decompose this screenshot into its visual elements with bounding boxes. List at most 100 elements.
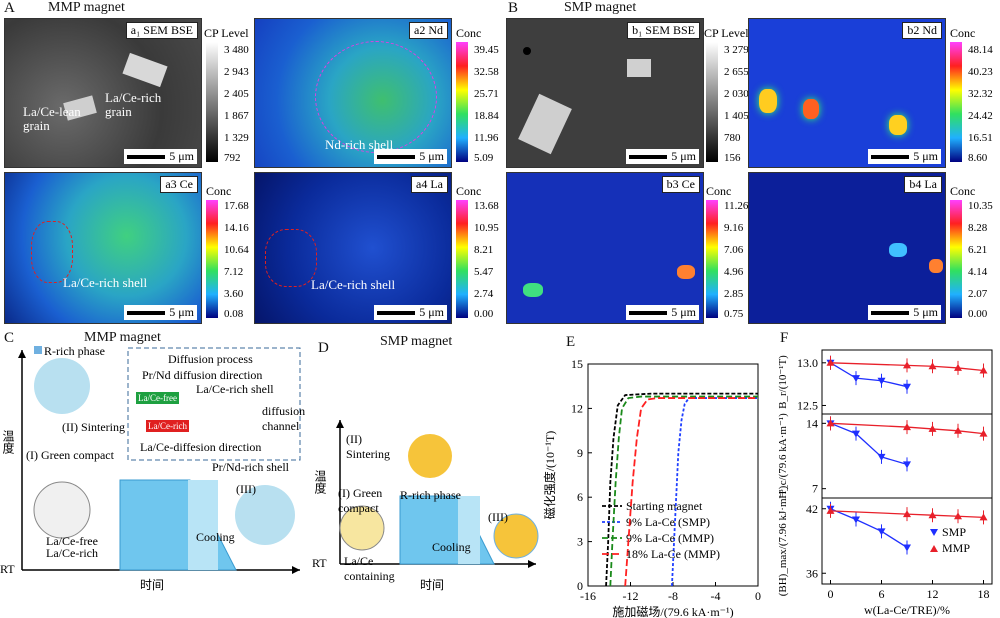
map-a1-cb-title: CP Level (204, 26, 249, 40)
map-a4-tag: a4 La (411, 176, 448, 193)
map-b4-colorbar (950, 200, 962, 318)
d-xlabel: 时间 (420, 578, 445, 592)
chart-e-legend-label: 9% La-Ce (SMP) (626, 515, 710, 529)
chart-f-legend-swatch (930, 529, 938, 536)
map-b1-scalebar: 5 μm (626, 149, 699, 164)
d-stage1: (I) Green compact (338, 486, 383, 515)
map-b4-la: b4 La 5 μm (748, 172, 946, 324)
chart-f-smp-point (852, 516, 860, 524)
chart-e-xtick-label: -16 (580, 589, 596, 603)
chart-e-xtick-label: -4 (711, 589, 721, 603)
map-a4-colorbar (456, 200, 468, 318)
map-a1-colorbar (206, 42, 218, 162)
chart-f-mmp-point (954, 426, 962, 434)
c-lace-diff-dir: La/Ce-diffesion direction (140, 440, 262, 454)
chart-e-legend-label: Starting magnet (626, 499, 703, 513)
map-a2-tag: a2 Nd (409, 22, 448, 39)
map-a3-colorbar (206, 200, 218, 318)
chart-f-ytick-label: 12.5 (797, 398, 818, 412)
chart-f-ytick-label: 13.0 (797, 356, 818, 370)
map-a3-cb-title: Conc (206, 184, 232, 198)
schematic-c (18, 346, 301, 574)
d-legend: La/Ce containing (344, 554, 395, 583)
panel-d-letter: D (318, 340, 329, 356)
map-b2-scalebar: 5 μm (868, 149, 941, 164)
chart-f-ylabel: B_r/(10⁻¹T) (777, 355, 789, 409)
chart-e-series-line (609, 395, 758, 587)
chart-e-ytick-label: 0 (577, 579, 583, 593)
map-a2-colorbar (456, 42, 468, 162)
chart-f-mmp-point (954, 363, 962, 371)
chart-f-mmp-point (979, 366, 988, 374)
map-a4-ticks: 13.68 10.95 8.21 5.47 2.74 0.00 (474, 200, 499, 320)
map-a4-la: a4 La La/Ce-rich shell 5 μm (254, 172, 452, 324)
chart-e-series-line (624, 397, 758, 587)
map-a2-scalebar: 5 μm (374, 149, 447, 164)
chart-f-mmp-point (928, 424, 937, 432)
c-lace-free: La/Ce-free (136, 392, 179, 404)
d-r-rich: R-rich phase (400, 488, 461, 502)
map-b3-colorbar (706, 200, 718, 318)
map-b4-scalebar: 5 μm (868, 305, 941, 320)
chart-e-xtick-label: -8 (668, 589, 678, 603)
map-b4-tag: b4 La (904, 176, 942, 193)
map-b3-cb-title: Conc (706, 184, 732, 198)
map-b1-colorbar (706, 42, 718, 162)
d-ylabel: 温度 (313, 470, 327, 494)
chart-f-mmp-point (826, 506, 835, 514)
map-b1-ticks: 3 279 2 655 2 030 1 405 780 156 (724, 44, 749, 164)
chart-f-smp-line (830, 508, 908, 548)
chart-e-xtick-label: 0 (755, 589, 761, 603)
map-b3-ticks: 11.26 9.16 7.06 4.96 2.85 0.75 (724, 200, 749, 320)
d-cooling: Cooling (432, 540, 471, 554)
map-a3-tag: a3 Ce (160, 176, 198, 193)
map-b4-cb-title: Conc (950, 184, 976, 198)
chart-f-smp-line (830, 362, 908, 388)
d-rt: RT (312, 556, 327, 570)
map-b4-ticks: 10.35 8.28 6.21 4.14 2.07 0.00 (968, 200, 993, 320)
chart-e-legend-label: 18% La-Ce (MMP) (626, 547, 720, 561)
chart-f-smp-point (903, 383, 911, 391)
schematic-d (336, 420, 539, 568)
panel-f-letter: F (780, 330, 789, 346)
chart-e-ytick-label: 15 (571, 357, 583, 371)
map-b1-tag: b₁ SEM BSE (627, 22, 700, 39)
chart-f-mmp-point (979, 429, 988, 437)
c-legend-free: La/Ce-free (46, 534, 98, 548)
chart-e: -16 -12 -8 -4 0 0 3 6 9 12 15 Starting magnet 9% La-… (542, 357, 761, 618)
map-b1-sem: b₁ SEM BSE 5 μm (506, 18, 704, 168)
d-stage2: (II) Sintering (346, 432, 390, 461)
map-a2-nd: a2 Nd Nd-rich shell 5 μm (254, 18, 452, 168)
chart-f-ylabel: (BH)_max/(7.96 kJ·m⁻³) (777, 485, 789, 596)
panel-a-letter: A (4, 0, 15, 16)
map-a1-scalebar: 5 μm (124, 149, 197, 164)
c-prnd-shell: Pr/Nd-rich shell (212, 460, 289, 474)
c-stage1: (I) Green compact (26, 448, 114, 462)
map-a3-ce: a3 Ce La/Ce-rich shell 5 μm (4, 172, 202, 324)
c-xlabel: 时间 (140, 578, 165, 592)
chart-f-smp-point (877, 377, 886, 385)
map-a2-ticks: 39.45 32.58 25.71 18.84 11.96 5.09 (474, 44, 499, 164)
panel-a-title: MMP magnet (48, 0, 125, 15)
map-b1-cb-title: CP Level (704, 26, 749, 40)
c-rt: RT (0, 562, 15, 576)
chart-f-mmp-point (826, 358, 835, 366)
map-b2-tag: b2 Nd (902, 22, 942, 39)
panel-c-title: MMP magnet (84, 330, 161, 345)
map-a4-scalebar: 5 μm (374, 305, 447, 320)
chart-e-ylabel: 磁化强度/(10⁻¹T) (542, 431, 557, 520)
chart-f-mmp-point (979, 513, 988, 521)
map-a1-tag: a₁ SEM BSE (125, 22, 198, 39)
chart-f-ytick-label: 36 (806, 566, 818, 580)
chart-f-frame (821, 497, 993, 585)
c-r-rich: R-rich phase (44, 344, 105, 358)
map-b2-ticks: 48.14 40.23 32.32 24.42 16.51 8.60 (968, 44, 993, 164)
chart-f-xtick-label: 0 (828, 587, 834, 601)
c-stage3: (III) (236, 482, 256, 496)
chart-f-legend-swatch (930, 545, 938, 552)
chart-f-ytick-label: 14 (806, 416, 818, 430)
map-a4-label: La/Ce-rich shell (311, 277, 396, 292)
c-lace-rich: La/Ce-rich (146, 420, 189, 432)
d-stage3: (III) (488, 510, 508, 524)
